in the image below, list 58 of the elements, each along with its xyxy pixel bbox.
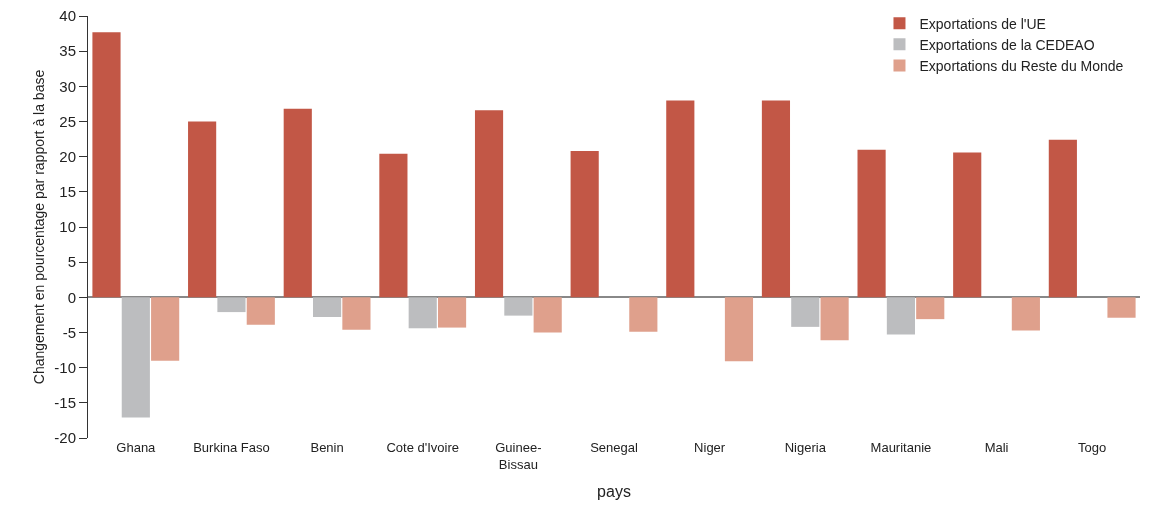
bar (857, 149, 886, 298)
x-tick-label: Ghana (116, 440, 157, 455)
x-tick-label: Togo (1078, 440, 1107, 455)
bar (437, 297, 467, 328)
y-tick-label: 20 (59, 147, 76, 165)
y-tick-label: -15 (54, 394, 76, 412)
bar (791, 297, 820, 327)
x-tick-label: Nigeria (784, 440, 827, 455)
y-tick-label: 25 (59, 112, 76, 130)
bar (953, 152, 982, 298)
y-tick-label: 35 (59, 42, 76, 60)
y-axis-title: Changement en pourcentage par rapport à la base (30, 69, 47, 385)
y-tick-label: 5 (67, 253, 76, 271)
bar (570, 151, 599, 298)
bar (217, 297, 246, 313)
x-tick-label: Mali (984, 440, 1009, 455)
bar (342, 297, 371, 330)
bar (246, 297, 275, 325)
bar (188, 121, 217, 298)
y-tick-label: 0 (67, 288, 76, 306)
x-tick-label: Burkina Faso (193, 440, 270, 455)
x-tick-label: Cote d'Ivoire (386, 440, 460, 455)
bar (724, 297, 754, 362)
bar (504, 297, 533, 316)
y-tick-label: -10 (54, 358, 76, 376)
bar (1011, 297, 1040, 331)
bar (151, 297, 180, 361)
y-tick-label: -5 (62, 323, 76, 341)
y-tick-label: 10 (59, 218, 76, 236)
y-tick-label: 30 (59, 77, 76, 95)
bar (820, 297, 849, 341)
x-axis-title: pays (597, 482, 631, 500)
legend-label: Exportations du Reste du Monde (919, 58, 1124, 75)
y-tick-label: 15 (59, 183, 76, 201)
bar (629, 297, 658, 332)
bar (474, 110, 504, 298)
bar (92, 32, 121, 298)
y-tick-label: -20 (54, 429, 76, 447)
bar (283, 108, 312, 298)
x-tick-label: Senegal (590, 440, 638, 455)
bar (313, 297, 342, 318)
x-tick-label: Mauritanie (870, 440, 932, 455)
bar (379, 153, 408, 298)
bar (916, 297, 945, 320)
bar (1048, 139, 1077, 298)
bar (761, 100, 791, 298)
x-tick-label: Benin (310, 440, 344, 455)
bar (666, 100, 695, 298)
bar (886, 297, 915, 335)
legend-label: Exportations de la CEDEAO (919, 36, 1095, 53)
legend-label: Exportations de l'UE (919, 15, 1046, 32)
x-tick-label: Niger (694, 440, 726, 455)
bar (121, 297, 150, 418)
bar (408, 297, 437, 329)
y-tick-label: 40 (59, 7, 76, 25)
bar (533, 297, 562, 333)
bar (1107, 297, 1136, 318)
x-tick-label: Guinee- Bissau (495, 440, 542, 472)
